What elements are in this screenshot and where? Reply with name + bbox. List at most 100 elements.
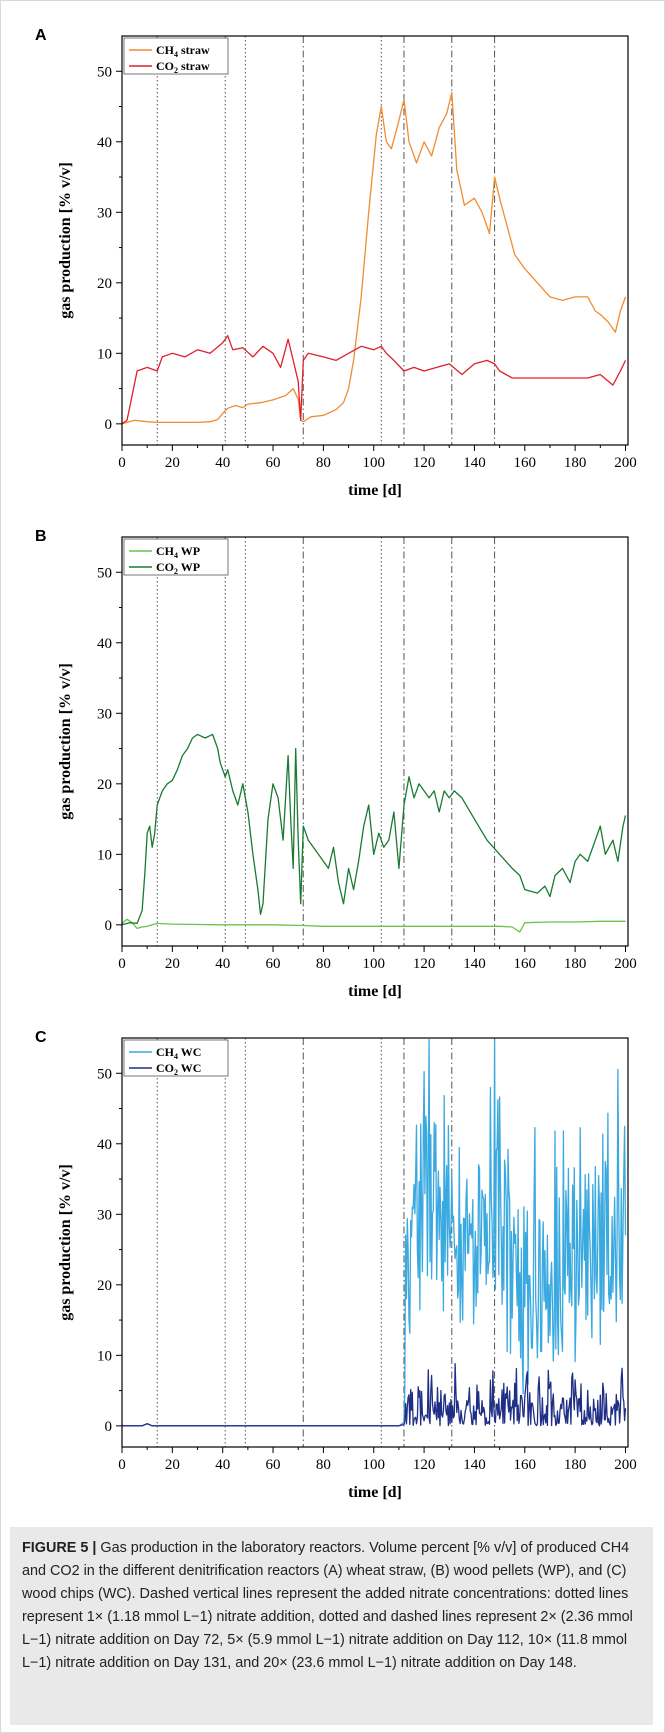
y-tick-label: 20 <box>97 1278 112 1294</box>
x-tick-label: 80 <box>316 455 331 471</box>
x-axis-title: time [d] <box>348 1484 402 1501</box>
x-axis-title: time [d] <box>348 983 402 1000</box>
series-line-0 <box>122 1038 627 1427</box>
legend-main: CO <box>156 59 174 73</box>
series-line-1 <box>122 1363 627 1427</box>
legend-entry: CH4 straw <box>156 43 210 59</box>
x-tick-label: 120 <box>413 956 436 972</box>
y-tick-label: 10 <box>97 1348 112 1364</box>
x-tick-label: 100 <box>362 1457 385 1473</box>
y-tick-label: 30 <box>97 706 112 722</box>
chart-panel-a: A 0 20 40 60 80 100 120 140 160 180 200 0 10 20 30 40 50 t… <box>35 27 637 499</box>
legend-rest: straw <box>178 43 210 57</box>
legend-entry: CO2 WC <box>156 1061 201 1077</box>
y-tick-label: 40 <box>97 135 112 151</box>
y-tick-label: 50 <box>97 565 112 581</box>
x-tick-label: 0 <box>118 455 126 471</box>
figure-caption: FIGURE 5 | Gas production in the laborat… <box>22 1537 647 1675</box>
x-tick-label: 160 <box>514 956 537 972</box>
y-tick-label: 50 <box>97 1066 112 1082</box>
x-tick-label: 60 <box>266 1457 281 1473</box>
legend-rest: WC <box>178 1061 201 1075</box>
y-tick-label: 40 <box>97 1137 112 1153</box>
y-tick-label: 0 <box>105 918 113 934</box>
x-tick-label: 180 <box>564 455 587 471</box>
x-tick-label: 100 <box>362 956 385 972</box>
legend-entry: CH4 WP <box>156 544 200 560</box>
figure-charts: A0 20 40 60 80 100 120 140 160 180 20001020304050t… <box>35 27 637 1501</box>
y-tick-label: 40 <box>97 636 112 652</box>
x-tick-label: 40 <box>215 956 230 972</box>
legend-rest: WP <box>178 560 200 574</box>
y-tick-label: 30 <box>97 1207 112 1223</box>
x-tick-label: 40 <box>215 1457 230 1473</box>
x-tick-label: 0 <box>118 956 126 972</box>
series-line-0 <box>122 91 627 425</box>
legend-sub: 2 <box>174 66 178 75</box>
caption-label: FIGURE 5 | <box>22 1540 97 1556</box>
legend-entry: CH4 WC <box>156 1045 201 1061</box>
legend-main: CH <box>156 43 175 57</box>
x-tick-label: 140 <box>463 956 486 972</box>
series-line-0 <box>122 918 626 933</box>
x-tick-label: 20 <box>165 455 180 471</box>
y-tick-label: 50 <box>97 64 112 80</box>
x-tick-label: 120 <box>413 455 436 471</box>
legend-box <box>123 37 229 75</box>
legend-entry: CO2 WP <box>156 560 200 576</box>
plot-frame <box>121 35 629 446</box>
legend-main: CO <box>156 560 174 574</box>
panel-label: C <box>35 1029 47 1046</box>
caption-text: Gas production in the laboratory reactor… <box>22 1540 633 1671</box>
y-axis-title: gas production [% v/v] <box>57 1164 74 1321</box>
y-tick-label: 0 <box>105 417 113 433</box>
x-tick-label: 140 <box>463 1457 486 1473</box>
x-tick-label: 60 <box>266 956 281 972</box>
x-tick-label: 200 <box>614 455 637 471</box>
x-tick-label: 200 <box>614 956 637 972</box>
legend-entry: CO2 straw <box>156 59 210 75</box>
y-tick-label: 30 <box>97 205 112 221</box>
x-tick-label: 100 <box>362 455 385 471</box>
x-tick-label: 160 <box>514 1457 537 1473</box>
x-tick-label: 20 <box>165 1457 180 1473</box>
legend-main: CH <box>156 544 175 558</box>
y-axis-title: gas production [% v/v] <box>57 663 74 820</box>
legend-rest: straw <box>178 59 210 73</box>
x-axis-title: time [d] <box>348 482 402 499</box>
caption-box <box>10 1527 653 1725</box>
x-tick-label: 80 <box>316 1457 331 1473</box>
x-tick-label: 160 <box>514 455 537 471</box>
x-tick-label: 180 <box>564 956 587 972</box>
plot-frame <box>121 1037 629 1448</box>
chart-panel-b: B 0 20 40 60 80 100 120 140 160 180 200 0 10 20 30 40 50 t… <box>35 528 637 1000</box>
y-tick-label: 20 <box>97 777 112 793</box>
legend-main: CH <box>156 1045 175 1059</box>
x-tick-label: 180 <box>564 1457 587 1473</box>
legend-rest: WC <box>178 1045 201 1059</box>
legend-sub: 4 <box>174 1052 178 1061</box>
panel-label: B <box>35 528 47 545</box>
legend-rest: WP <box>178 544 200 558</box>
legend-box <box>123 1039 229 1077</box>
y-tick-label: 0 <box>105 1419 113 1435</box>
y-tick-label: 10 <box>97 847 112 863</box>
x-tick-label: 0 <box>118 1457 126 1473</box>
x-tick-label: 40 <box>215 455 230 471</box>
x-tick-label: 20 <box>165 956 180 972</box>
x-tick-label: 60 <box>266 455 281 471</box>
legend-sub: 4 <box>174 50 178 59</box>
x-tick-label: 120 <box>413 1457 436 1473</box>
legend-box <box>123 538 229 576</box>
legend-sub: 4 <box>174 551 178 560</box>
series-line-1 <box>122 733 627 926</box>
x-tick-label: 80 <box>316 956 331 972</box>
y-tick-label: 20 <box>97 276 112 292</box>
legend-sub: 2 <box>174 1068 178 1077</box>
x-tick-label: 200 <box>614 1457 637 1473</box>
series-line-1 <box>122 335 627 425</box>
chart-panel-c: C 0 20 40 60 80 100 120 140 160 180 200 0 10 20 30 40 50 t… <box>35 1029 637 1501</box>
